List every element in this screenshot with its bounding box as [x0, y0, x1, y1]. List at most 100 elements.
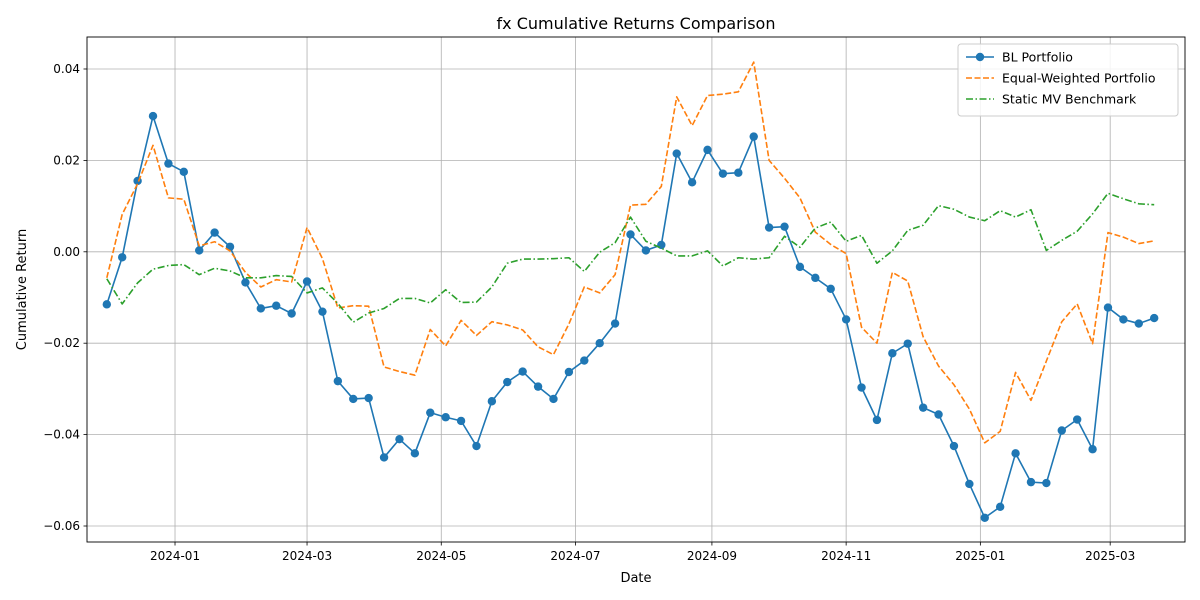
x-tick-label: 2024-03	[282, 549, 332, 563]
data-point	[641, 246, 651, 255]
data-point	[564, 367, 574, 377]
data-point	[841, 315, 851, 324]
data-point	[826, 284, 835, 294]
data-point	[780, 222, 789, 231]
series-line	[106, 192, 1155, 323]
data-point	[764, 223, 774, 232]
y-tick-label: 0.00	[53, 245, 80, 259]
data-point	[903, 339, 912, 348]
data-point	[410, 449, 420, 458]
data-point	[626, 230, 635, 239]
data-point	[179, 167, 189, 177]
legend-label: Equal-Weighted Portfolio	[1002, 71, 1155, 86]
y-tick-label: −0.02	[43, 336, 80, 350]
data-point	[272, 301, 281, 310]
x-tick-label: 2024-09	[687, 549, 737, 563]
data-point	[980, 513, 989, 522]
x-tick-label: 2025-01	[955, 549, 1005, 563]
data-point	[580, 356, 589, 365]
data-point	[795, 262, 805, 272]
data-point	[164, 159, 173, 168]
data-point	[287, 309, 296, 318]
data-point	[395, 434, 404, 444]
data-point	[595, 338, 604, 348]
grid	[87, 37, 1185, 542]
legend: BL Portfolio Equal-Weighted Portfolio Stat…	[957, 43, 1179, 117]
data-point	[965, 479, 974, 489]
data-point	[1134, 319, 1143, 328]
y-axis-label: Cumulative Return	[15, 229, 30, 350]
y-tick-label: 0.04	[53, 62, 80, 76]
data-point	[918, 403, 928, 412]
data-point	[672, 149, 681, 158]
data-point	[1011, 449, 1020, 458]
axis-ticks: 2024-01 2024-03 2024-05 2024-07 2024-09 2024-…	[43, 62, 1135, 563]
data-point	[349, 394, 358, 404]
data-point	[718, 169, 728, 178]
data-point	[949, 441, 959, 451]
legend-label: Static MV Benchmark	[1002, 92, 1137, 107]
data-point	[995, 502, 1005, 512]
data-point	[195, 246, 204, 255]
legend-box	[957, 43, 1179, 117]
data-point	[734, 168, 743, 177]
series-static-mv-benchmark	[106, 192, 1155, 323]
data-point	[441, 413, 450, 422]
x-tick-label: 2024-07	[550, 549, 600, 563]
data-point	[703, 145, 712, 155]
data-point	[518, 367, 527, 376]
data-point	[256, 304, 266, 313]
data-point	[533, 382, 543, 391]
data-point	[102, 300, 112, 309]
data-point	[549, 394, 558, 404]
data-point	[1057, 426, 1066, 435]
y-tick-label: −0.04	[43, 428, 80, 442]
series-bl-portfolio	[102, 111, 1159, 522]
data-point	[472, 441, 481, 451]
data-point	[210, 228, 219, 237]
data-point	[888, 349, 897, 358]
data-point	[1026, 477, 1036, 487]
series-equal-weighted-portfolio	[106, 61, 1155, 444]
data-point	[241, 278, 250, 287]
data-point	[687, 178, 697, 187]
data-point	[749, 132, 758, 141]
data-point	[118, 253, 127, 262]
data-point	[426, 408, 435, 417]
y-tick-label: 0.02	[53, 153, 80, 167]
x-axis-label: Date	[620, 571, 651, 586]
x-tick-label: 2024-01	[150, 549, 200, 563]
data-point	[657, 240, 666, 250]
data-point	[148, 111, 158, 121]
data-point	[318, 307, 327, 316]
data-point	[333, 376, 343, 386]
data-point	[1119, 315, 1128, 324]
data-point	[934, 410, 943, 419]
data-point	[302, 277, 312, 286]
data-point	[503, 377, 512, 387]
data-point	[487, 397, 497, 406]
data-point	[1149, 313, 1159, 323]
series-line	[106, 61, 1155, 444]
data-point	[872, 415, 882, 425]
series-layer	[102, 61, 1159, 522]
data-point	[1088, 445, 1097, 454]
legend-label: BL Portfolio	[1002, 50, 1073, 65]
data-point	[811, 273, 820, 283]
plot-frame	[86, 36, 1186, 543]
data-point	[1103, 303, 1113, 312]
data-point	[379, 453, 389, 462]
data-point	[857, 383, 866, 392]
y-tick-label: −0.06	[43, 519, 80, 533]
chart-title: fx Cumulative Returns Comparison	[497, 14, 776, 33]
data-point	[1042, 478, 1051, 488]
data-point	[364, 393, 373, 403]
data-point	[610, 319, 620, 328]
x-tick-label: 2024-05	[416, 549, 466, 563]
data-point	[1072, 415, 1082, 424]
x-tick-label: 2025-03	[1085, 549, 1135, 563]
legend-marker	[975, 52, 985, 62]
x-tick-label: 2024-11	[821, 549, 871, 563]
data-point	[456, 416, 466, 426]
